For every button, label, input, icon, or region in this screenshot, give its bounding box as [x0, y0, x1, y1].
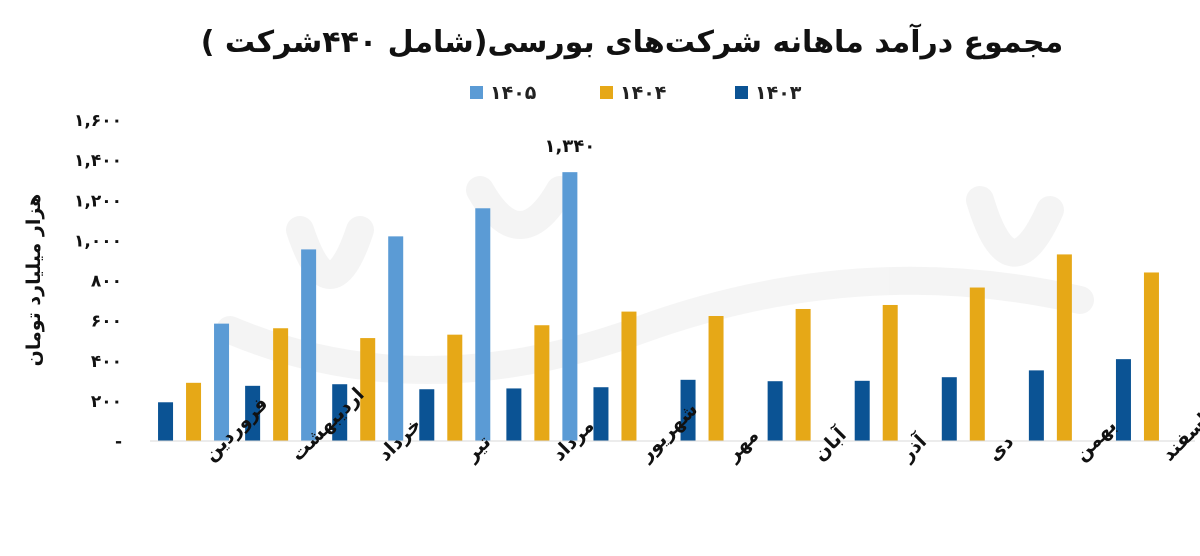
y-tick-label: ۴۰۰: [91, 352, 122, 372]
bar: [882, 304, 898, 441]
legend: ۱۴۰۵ ۱۴۰۴ ۱۴۰۳: [470, 82, 802, 104]
bars: [158, 172, 1159, 441]
data-labels: ۱,۳۴۰: [544, 136, 595, 157]
y-tick-label: ۱,۲۰۰: [74, 191, 122, 211]
bar: [245, 385, 261, 441]
bar: [158, 402, 174, 441]
bar: [708, 316, 724, 441]
legend-swatch: [735, 86, 748, 99]
bar: [621, 311, 637, 441]
legend-label: ۱۴۰۳: [755, 82, 802, 104]
bar: [214, 323, 230, 441]
y-axis-ticks: - ۲۰۰ ۴۰۰ ۶۰۰ ۸۰۰ ۱,۰۰۰ ۱,۲۰۰ ۱,۴۰۰ ۱,۶۰۰: [74, 111, 122, 452]
category-labels: فروردین اردیبهشت خرداد تیر مرداد شهریور مهر آبا…: [200, 383, 1200, 466]
y-tick-label: ۱,۰۰۰: [74, 231, 122, 251]
bar: [506, 388, 522, 441]
category-label: فروردین: [200, 393, 273, 466]
bar: [795, 308, 811, 441]
y-tick-label: ۲۰۰: [91, 392, 122, 412]
category-label: آبان: [808, 422, 851, 465]
bar: [301, 249, 317, 441]
bar: [419, 389, 435, 441]
bar: [969, 287, 985, 441]
y-tick-label: ۸۰۰: [91, 272, 122, 292]
legend-swatch: [600, 86, 613, 99]
legend-swatch: [470, 86, 483, 99]
bar: [562, 172, 578, 441]
category-label: آذر: [894, 429, 931, 466]
bar: [186, 382, 202, 441]
bar: [941, 377, 957, 441]
bar: [332, 384, 348, 441]
bar: [1115, 359, 1131, 441]
bar: [767, 381, 783, 441]
category-label: مهر: [721, 424, 763, 466]
category-label: دی: [983, 431, 1018, 466]
legend-label: ۱۴۰۴: [620, 82, 666, 104]
bar: [475, 208, 491, 441]
bar: [854, 380, 870, 441]
bar: [593, 387, 609, 441]
data-label: ۱,۳۴۰: [544, 136, 595, 157]
bar: [273, 328, 289, 441]
bar: [680, 379, 696, 441]
watermark: [216, 176, 1094, 384]
bar: [1143, 272, 1159, 441]
y-tick-label: -: [115, 432, 122, 452]
bar: [534, 325, 550, 441]
bar: [1028, 370, 1044, 441]
y-axis-label: هزار میلیارد تومان: [23, 194, 45, 367]
bar: [388, 236, 404, 441]
bar: [1056, 254, 1072, 441]
y-tick-label: ۱,۴۰۰: [74, 151, 122, 171]
bar: [360, 338, 376, 441]
category-label: اسفند: [1157, 409, 1200, 465]
category-label: اردیبهشت: [287, 383, 369, 465]
y-tick-label: ۱,۶۰۰: [74, 111, 122, 131]
y-tick-label: ۶۰۰: [91, 312, 122, 332]
category-label: بهمن: [1070, 415, 1121, 466]
chart-title: مجموع درآمد ماهانه شرکت‌های بورسی(شامل ۴…: [201, 23, 1063, 60]
legend-label: ۱۴۰۵: [490, 82, 537, 104]
bar: [447, 334, 463, 441]
